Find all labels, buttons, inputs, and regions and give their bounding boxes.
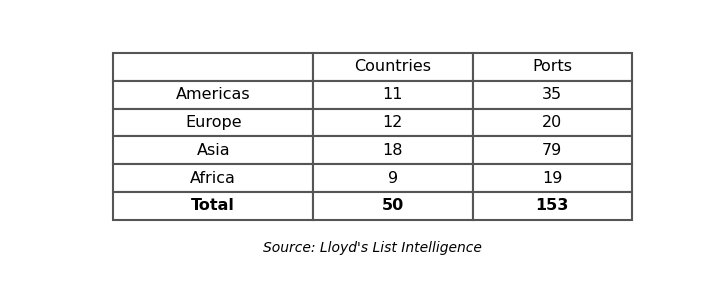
Text: Asia: Asia	[196, 143, 230, 158]
Text: Countries: Countries	[354, 59, 431, 74]
Text: 19: 19	[542, 170, 563, 186]
Bar	[313, 136, 473, 164]
Bar	[113, 109, 313, 136]
Text: Europe: Europe	[185, 115, 241, 130]
Text: 20: 20	[542, 115, 562, 130]
Text: 11: 11	[382, 87, 403, 102]
Bar	[113, 53, 313, 81]
Bar	[313, 192, 473, 220]
Text: Americas: Americas	[176, 87, 251, 102]
Text: 153: 153	[536, 198, 569, 213]
Text: 9: 9	[387, 170, 398, 186]
Bar	[473, 109, 632, 136]
Text: 79: 79	[542, 143, 562, 158]
Bar	[473, 81, 632, 109]
Bar	[113, 192, 313, 220]
Text: 12: 12	[382, 115, 403, 130]
Text: 18: 18	[382, 143, 403, 158]
Bar	[313, 81, 473, 109]
Text: Source: Lloyd's List Intelligence: Source: Lloyd's List Intelligence	[263, 241, 482, 255]
Bar	[473, 164, 632, 192]
Bar	[313, 164, 473, 192]
Bar	[473, 136, 632, 164]
Bar	[113, 81, 313, 109]
Bar	[113, 136, 313, 164]
Text: Ports: Ports	[532, 59, 572, 74]
Bar	[473, 192, 632, 220]
Text: 35: 35	[542, 87, 562, 102]
Bar	[313, 53, 473, 81]
Text: Africa: Africa	[190, 170, 236, 186]
Bar	[113, 164, 313, 192]
Text: Total: Total	[191, 198, 235, 213]
Text: 50: 50	[382, 198, 404, 213]
Bar	[473, 53, 632, 81]
Bar	[313, 109, 473, 136]
